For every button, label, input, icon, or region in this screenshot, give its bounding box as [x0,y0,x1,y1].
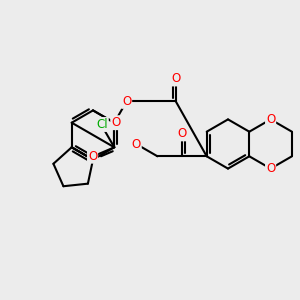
Text: Cl: Cl [96,118,108,131]
Text: O: O [122,95,131,108]
Text: O: O [266,113,275,126]
Text: O: O [111,116,120,129]
Text: O: O [266,162,275,175]
Text: O: O [178,128,187,140]
Text: O: O [132,137,141,151]
Text: O: O [88,150,97,163]
Text: O: O [171,73,180,85]
